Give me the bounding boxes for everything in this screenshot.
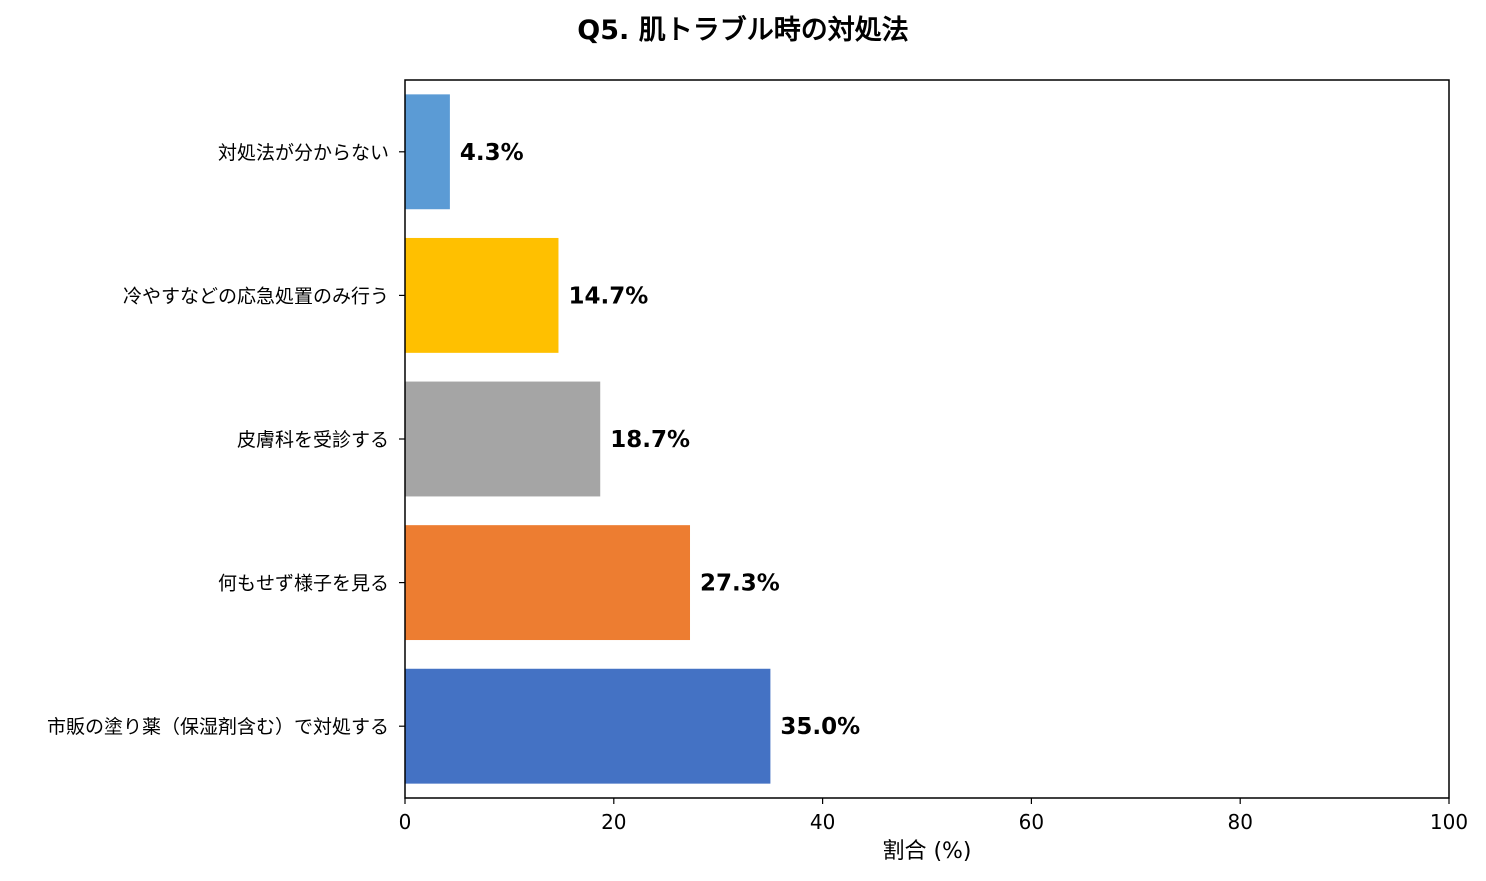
- category-label: 皮膚科を受診する: [237, 429, 389, 451]
- x-tick-label: 60: [1019, 810, 1044, 834]
- bar-value-label: 35.0%: [780, 714, 860, 740]
- x-tick-label: 40: [810, 810, 835, 834]
- bar-value-label: 18.7%: [610, 427, 690, 453]
- category-label: 何もせず様子を見る: [218, 573, 389, 595]
- category-label: 冷やすなどの応急処置のみ行う: [123, 285, 389, 307]
- bar-value-label: 27.3%: [700, 571, 780, 597]
- bar-value-label: 14.7%: [568, 283, 648, 309]
- bar: [405, 668, 771, 784]
- bar: [405, 381, 601, 497]
- x-tick-label: 100: [1430, 810, 1468, 834]
- x-axis-label: 割合 (%): [882, 839, 971, 864]
- x-tick-label: 80: [1227, 810, 1252, 834]
- bar: [405, 94, 450, 210]
- x-tick-label: 0: [399, 810, 412, 834]
- bar: [405, 237, 559, 353]
- category-label: 対処法が分からない: [218, 142, 389, 164]
- bar: [405, 525, 691, 641]
- bar-value-label: 4.3%: [460, 140, 524, 166]
- chart-title: Q5. 肌トラブル時の対処法: [577, 15, 909, 46]
- labels-layer: 4.3% 14.7% 18.7% 27.3% 35.0%: [460, 140, 860, 740]
- category-label: 市販の塗り薬（保湿剤含む）で対処する: [47, 715, 389, 738]
- ticks-layer: 対処法が分からない冷やすなどの応急処置のみ行う皮膚科を受診する何もせず様子を見る…: [47, 142, 1468, 834]
- x-tick-label: 20: [601, 810, 626, 834]
- bars-layer: [405, 94, 771, 784]
